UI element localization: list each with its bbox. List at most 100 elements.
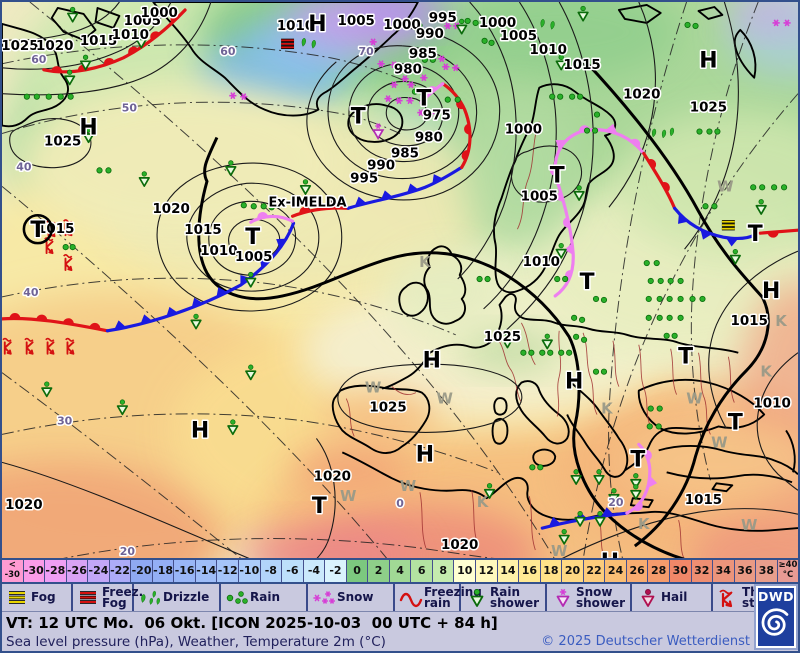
symbol-sh: [755, 199, 767, 215]
svg-text:T: T: [580, 270, 595, 295]
svg-text:40: 40: [16, 160, 32, 173]
symbol-rr: [520, 349, 527, 356]
symbol-rr: [645, 314, 652, 321]
svg-text:W: W: [340, 487, 356, 505]
svg-text:W: W: [717, 177, 733, 195]
weather-fronts: [2, 8, 798, 530]
svg-text:W: W: [711, 433, 727, 451]
symbol-sn: [444, 22, 452, 30]
symbol-rr: [677, 277, 684, 285]
svg-text:1010: 1010: [277, 19, 314, 34]
temperature-field: [2, 2, 798, 558]
symbol-rr: [677, 295, 684, 303]
symbol-rr: [702, 203, 709, 210]
svg-text:1010: 1010: [753, 397, 790, 412]
scale-cell: 18: [540, 560, 563, 582]
svg-text:T: T: [30, 218, 45, 243]
scale-cell: -24: [88, 560, 110, 582]
svg-text:985: 985: [391, 146, 419, 161]
symbol-sn: [395, 97, 403, 105]
symbol-dz: [311, 40, 316, 49]
symbol-rr: [57, 93, 64, 100]
svg-text:980: 980: [394, 63, 422, 78]
symbol-rr: [557, 93, 564, 100]
weather-symbol-legend: Fog Freez. Fog Drizzle Rain Snow Freezing rai…: [2, 584, 798, 612]
legend-label: Rain shower: [490, 585, 540, 610]
symbol-sh: [555, 242, 567, 259]
svg-text:1015: 1015: [563, 58, 600, 73]
legend-label: Freezing rain: [424, 585, 482, 610]
symbol-rr: [481, 37, 488, 44]
symbol-rr: [105, 167, 112, 174]
svg-text:T: T: [748, 222, 763, 247]
symbol-rr: [780, 184, 788, 191]
symbol-ts: [65, 337, 75, 355]
symbol-dz: [661, 129, 667, 139]
symbol-rr: [706, 128, 713, 135]
legend-item-rainshower: Rain shower: [461, 584, 547, 611]
svg-text:995: 995: [429, 11, 457, 26]
symbol-sh: [483, 483, 496, 499]
symbol-sh: [138, 171, 150, 187]
scale-cell: 20: [562, 560, 584, 582]
symbol-rr: [484, 275, 491, 283]
svg-text:T: T: [416, 87, 431, 112]
symbol-rr: [45, 93, 52, 100]
legend-item-snow: Snow: [308, 584, 395, 611]
legend-item-drizzle: Drizzle: [134, 584, 221, 611]
symbol-rr: [592, 295, 600, 303]
svg-text:H: H: [762, 279, 780, 304]
symbol-sh: [299, 179, 312, 195]
symbol-rr: [692, 22, 699, 30]
symbol-rr: [429, 56, 436, 63]
legend-item-frzrain: Freezing rain: [395, 584, 482, 611]
svg-text:1020: 1020: [623, 88, 660, 103]
symbol-sh: [67, 6, 79, 23]
svg-text:T: T: [550, 163, 565, 188]
symbol-rr: [562, 275, 569, 283]
symbol-sh: [555, 54, 567, 71]
symbol-rr: [573, 333, 580, 340]
symbol-rr: [547, 349, 554, 356]
symbol-sh: [245, 364, 257, 381]
symbol-rr: [671, 332, 678, 339]
symbol-sn: [240, 93, 248, 101]
symbol-sh: [227, 419, 239, 436]
snow-icon: [313, 590, 335, 604]
drizzle-icon: [141, 590, 160, 605]
symbol-rr: [528, 349, 535, 356]
svg-text:60: 60: [220, 45, 236, 58]
svg-text:1025: 1025: [484, 330, 521, 345]
legend-label: Snow: [337, 590, 374, 605]
scale-cell: 24: [605, 560, 627, 582]
symbol-rr: [666, 295, 673, 303]
symbol-rr: [476, 275, 483, 283]
symbol-dz: [669, 127, 675, 137]
svg-text:K: K: [419, 253, 432, 271]
symbol-sn: [369, 38, 377, 46]
svg-text:1010: 1010: [530, 43, 567, 58]
symbol-rr: [656, 314, 663, 321]
symbol-rr: [583, 127, 591, 134]
svg-text:W: W: [741, 516, 757, 534]
symbol-sn: [406, 97, 414, 105]
symbol-sh: [573, 185, 585, 201]
symbol-ts: [24, 337, 34, 355]
svg-text:T: T: [245, 225, 260, 250]
svg-text:W: W: [400, 477, 416, 495]
symbol-sh: [630, 484, 642, 500]
weather-symbols: [2, 5, 791, 545]
symbol-ffog: [281, 38, 295, 50]
svg-text:W: W: [686, 390, 702, 408]
scale-cell: -10: [239, 560, 261, 582]
title-block: VT: 12 UTC Mo. 06 Okt. [ICON 2025-10-03 …: [2, 612, 798, 651]
svg-text:50: 50: [122, 102, 138, 115]
symbol-rr: [714, 128, 721, 135]
scale-cell: -28: [45, 560, 67, 582]
symbol-sn: [420, 74, 428, 82]
symbol-ts: [63, 254, 73, 271]
symbol-rr: [411, 88, 419, 95]
svg-text:1025: 1025: [690, 101, 727, 116]
symbol-sh: [541, 333, 553, 350]
